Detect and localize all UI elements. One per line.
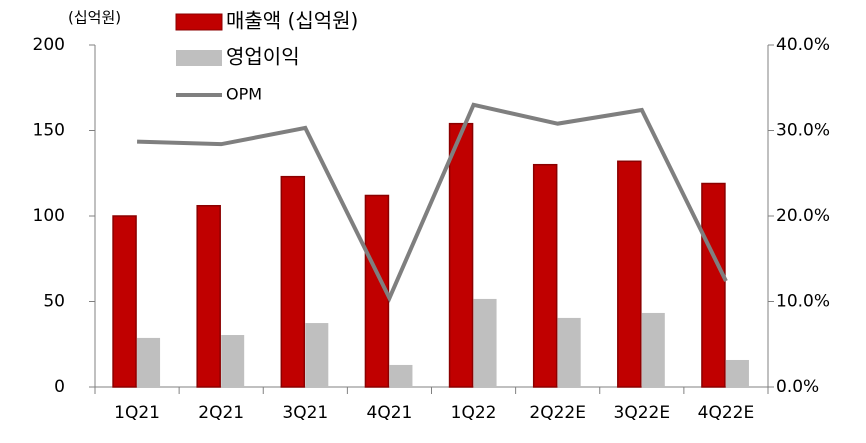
bar — [701, 182, 726, 388]
unit-label: (십억원) — [68, 9, 121, 27]
bar — [196, 204, 221, 388]
bar — [725, 359, 749, 387]
y-tick-label: 100 — [33, 206, 65, 226]
legend-swatch — [175, 13, 223, 31]
line — [137, 102, 728, 303]
y-tick-label: 0 — [54, 377, 65, 397]
y-tick-label: 200 — [33, 35, 65, 55]
bar — [532, 163, 558, 388]
bar — [617, 160, 642, 388]
x-tick-label: 3Q21 — [282, 403, 328, 423]
bar — [137, 337, 161, 387]
legend-label: 영업이익 — [226, 45, 300, 69]
x-tick-label: 1Q22 — [451, 403, 497, 423]
bar — [305, 323, 329, 387]
bar — [112, 215, 137, 388]
y-tick-label: 150 — [33, 121, 65, 141]
x-tick-label: 2Q22E — [529, 403, 586, 423]
bar — [389, 364, 413, 387]
y2-tick-label: 40.0% — [776, 35, 830, 55]
x-tick-label: 3Q22E — [614, 403, 671, 423]
bar — [641, 312, 665, 387]
y2-tick-label: 20.0% — [776, 206, 830, 226]
y2-tick-label: 0.0% — [776, 377, 819, 397]
y2-tick-label: 10.0% — [776, 292, 830, 312]
bar — [557, 317, 581, 387]
x-tick-label: 2Q21 — [198, 403, 244, 423]
x-tick-label: 4Q22E — [698, 403, 755, 423]
bar — [221, 335, 245, 387]
bar — [448, 122, 474, 388]
bar — [364, 194, 390, 388]
y-tick-label: 50 — [43, 292, 65, 312]
bar — [473, 298, 497, 387]
x-tick-label: 1Q21 — [114, 403, 160, 423]
x-tick-label: 4Q21 — [367, 403, 413, 423]
y2-tick-label: 30.0% — [776, 121, 830, 141]
bar — [280, 175, 306, 388]
legend-label: 매출액 (십억원) — [226, 9, 358, 33]
legend-swatch — [176, 50, 222, 66]
legend-label: OPM — [226, 85, 262, 104]
